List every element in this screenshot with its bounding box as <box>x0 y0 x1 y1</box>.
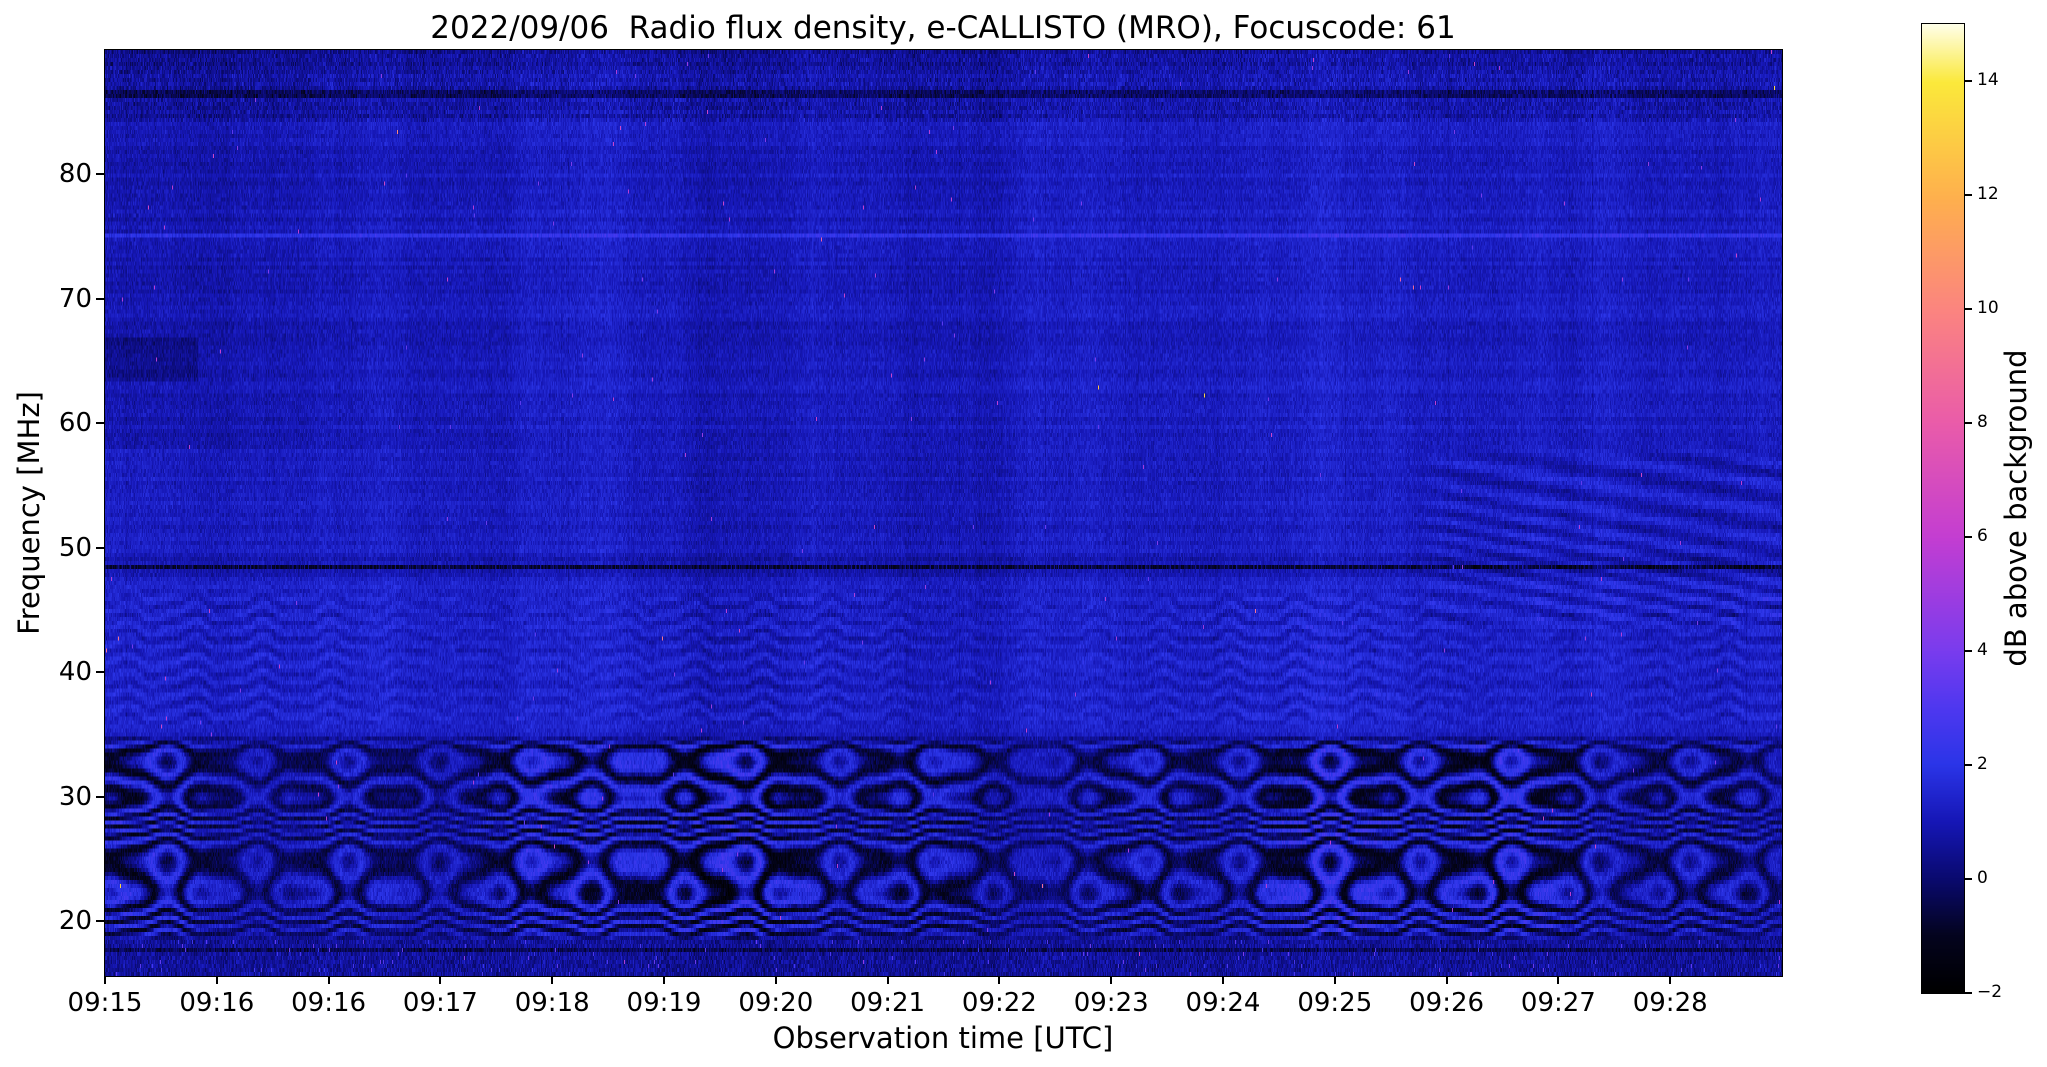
colorbar-gradient <box>1922 24 1964 993</box>
colorbar-tick-label: 14 <box>1977 70 1999 90</box>
y-tick-label: 40 <box>58 657 92 688</box>
y-tick-mark <box>96 795 104 798</box>
x-tick-label: 09:20 <box>738 988 814 1018</box>
colorbar-tick-label: 4 <box>1977 640 1988 660</box>
colorbar-tick-mark <box>1965 422 1972 424</box>
x-tick-label: 09:15 <box>67 988 143 1018</box>
spectrogram-canvas <box>105 50 1782 976</box>
colorbar-tick-mark <box>1965 194 1972 196</box>
colorbar-label: dB above background <box>1999 349 2033 667</box>
colorbar-tick-mark <box>1965 650 1972 652</box>
x-tick-mark <box>551 976 554 984</box>
colorbar-tick-label: 0 <box>1977 868 1988 888</box>
x-tick-mark <box>327 976 330 984</box>
x-tick-label: 09:27 <box>1520 988 1596 1018</box>
x-tick-mark <box>215 976 218 984</box>
colorbar-tick-mark <box>1965 764 1972 766</box>
chart-title: 2022/09/06 Radio flux density, e-CALLIST… <box>430 10 1456 46</box>
y-tick-label: 20 <box>58 906 92 937</box>
y-tick-label: 30 <box>58 781 92 812</box>
x-tick-label: 09:28 <box>1632 988 1708 1018</box>
x-tick-mark <box>774 976 777 984</box>
y-axis-label: Frequency [MHz] <box>12 391 46 635</box>
x-tick-label: 09:25 <box>1297 988 1373 1018</box>
x-tick-mark <box>1222 976 1224 984</box>
colorbar-tick-label: 10 <box>1977 298 1999 318</box>
x-tick-mark <box>998 976 1001 984</box>
y-tick-label: 50 <box>58 532 92 563</box>
x-tick-label: 09:21 <box>850 988 926 1018</box>
x-tick-label: 09:16 <box>291 988 367 1018</box>
y-tick-mark <box>96 546 104 549</box>
y-tick-mark <box>96 173 104 176</box>
colorbar-tick-mark <box>1965 308 1972 310</box>
x-tick-mark <box>439 976 442 984</box>
x-tick-mark <box>1445 976 1448 984</box>
colorbar <box>1921 23 1965 994</box>
colorbar-tick-mark <box>1965 80 1972 82</box>
x-tick-label: 09:17 <box>402 988 478 1018</box>
x-tick-mark <box>104 976 106 984</box>
x-tick-mark <box>663 976 665 984</box>
colorbar-tick-mark <box>1965 536 1972 538</box>
x-tick-label: 09:24 <box>1185 988 1261 1018</box>
x-tick-label: 09:19 <box>626 988 702 1018</box>
x-tick-mark <box>1333 976 1336 984</box>
x-tick-mark <box>886 976 889 984</box>
colorbar-tick-label: 8 <box>1977 412 1988 432</box>
plot-area <box>104 49 1783 977</box>
colorbar-tick-label: 6 <box>1977 526 1988 546</box>
x-tick-mark <box>1110 976 1113 984</box>
colorbar-tick-mark <box>1965 992 1972 994</box>
x-tick-label: 09:23 <box>1073 988 1149 1018</box>
y-tick-mark <box>96 920 104 923</box>
x-tick-label: 09:18 <box>514 988 590 1018</box>
x-tick-mark <box>1669 976 1672 984</box>
x-tick-mark <box>1557 976 1560 984</box>
y-tick-label: 70 <box>58 283 92 314</box>
colorbar-tick-mark <box>1965 878 1972 880</box>
y-tick-label: 80 <box>58 159 92 190</box>
x-tick-label: 09:16 <box>179 988 255 1018</box>
y-tick-mark <box>96 297 104 300</box>
y-tick-label: 60 <box>58 408 92 439</box>
colorbar-tick-label: −2 <box>1977 982 2003 1002</box>
x-tick-label: 09:26 <box>1409 988 1485 1018</box>
y-tick-mark <box>96 422 104 425</box>
colorbar-tick-label: 12 <box>1977 184 1999 204</box>
y-tick-mark <box>96 671 104 674</box>
colorbar-tick-label: 2 <box>1977 754 1988 774</box>
x-tick-label: 09:22 <box>961 988 1037 1018</box>
x-axis-label: Observation time [UTC] <box>772 1021 1114 1055</box>
